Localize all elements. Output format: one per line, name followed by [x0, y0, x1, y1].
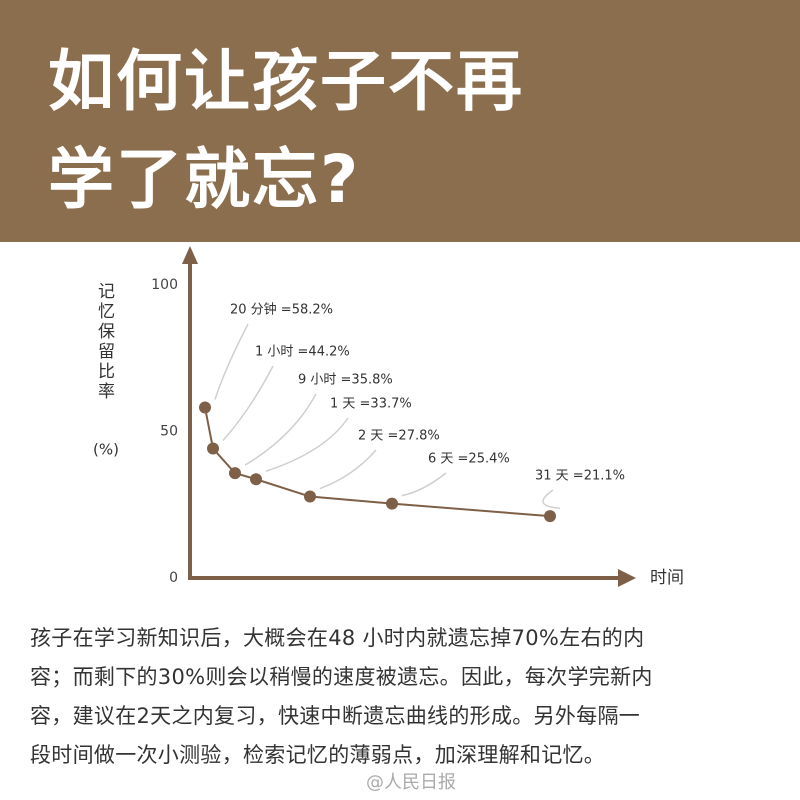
point	[207, 442, 219, 455]
y-tick-label: 100	[151, 277, 178, 293]
data-label: 1 天 =33.7%	[330, 397, 412, 412]
label-arrow	[542, 489, 561, 509]
y-axis-arrow	[182, 246, 198, 264]
point	[386, 497, 398, 510]
point	[304, 490, 316, 503]
data-label: 6 天 =25.4%	[428, 452, 510, 467]
x-axis-label: 时间	[650, 568, 684, 588]
y-tick-label: 0	[169, 570, 178, 586]
data-label: 9 小时 =35.8%	[298, 373, 393, 388]
watermark: @人民日报	[366, 772, 456, 793]
label-arrow	[265, 417, 349, 472]
body-line: 段时间做一次小测验，检索记忆的薄弱点，加深理解和记忆。	[30, 743, 606, 767]
y-axis-unit: (%)	[93, 441, 119, 459]
body-line: 容，建议在2天之内复习，快速中断遗忘曲线的形成。另外每隔一	[30, 704, 641, 728]
header: 如何让孩子不再 学了就忘?	[0, 0, 800, 242]
body-line: 容；而剩下的30%则会以稍慢的速度被遗忘。因此，每次学完新内	[30, 665, 653, 689]
label-arrow	[401, 472, 447, 497]
data-label: 2 天 =27.8%	[358, 429, 440, 444]
label-arrow	[319, 449, 377, 490]
point	[229, 467, 241, 480]
data-label: 1 小时 =44.2%	[255, 345, 350, 360]
label-arrow	[214, 323, 249, 400]
chart: 时间 (%) 记忆保留比率 0 50 100 20 分钟 =58.2% 1 小时 =44.…	[93, 246, 684, 588]
y-tick-label: 50	[160, 424, 178, 440]
point	[250, 473, 262, 486]
label-arrow	[244, 393, 317, 466]
y-axis-label: 记忆保留比率	[94, 282, 115, 402]
title-line: 学了就忘?	[48, 141, 361, 218]
data-label: 20 分钟 =58.2%	[230, 302, 333, 318]
point	[199, 401, 211, 414]
data-label: 31 天 =21.1%	[535, 469, 625, 484]
point	[544, 510, 556, 523]
title-line: 如何让孩子不再	[48, 43, 524, 120]
body-line: 孩子在学习新知识后，大概会在48 小时内就遗忘掉70%左右的内	[30, 626, 645, 650]
x-axis-arrow	[618, 569, 636, 587]
label-arrow	[222, 365, 274, 441]
